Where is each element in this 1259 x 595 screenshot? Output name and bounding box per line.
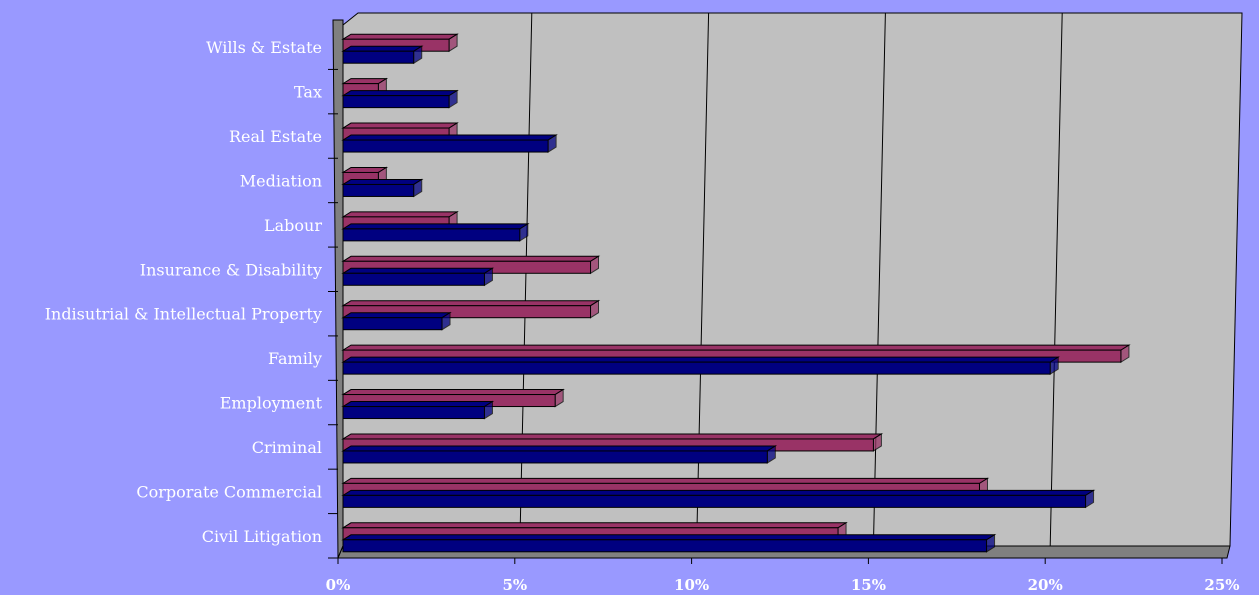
x-tick-label-5: 25% — [1204, 576, 1239, 594]
bars — [341, 33, 1131, 553]
category-label-tax: Tax — [294, 83, 322, 102]
plot-side-wall — [332, 19, 344, 559]
bar-wills-and-estate-series-2 — [341, 45, 424, 65]
bar-family-series-2 — [341, 356, 1060, 376]
bar-criminal-series-2 — [341, 445, 778, 464]
bar-mediation-series-2 — [341, 178, 424, 198]
bar-real-estate-series-2 — [341, 134, 558, 153]
category-label-civil-litigation: Civil Litigation — [202, 527, 322, 546]
gridline-3 — [872, 12, 886, 547]
category-label-family: Family — [268, 349, 322, 368]
category-label-wills-and-estate: Wills & Estate — [206, 38, 322, 57]
bar-employment-series-2 — [341, 400, 495, 420]
category-labels: Civil Litigation Corporate Commercial Crim… — [45, 38, 323, 546]
bar-corporate-commercial-series-2 — [341, 489, 1096, 509]
bar-tax-series-2 — [341, 89, 459, 109]
bar-labour-series-2 — [341, 222, 530, 242]
category-label-corporate-commercial: Corporate Commercial — [136, 482, 322, 501]
x-tick-labels: 0% 5% 10% 15% 20% 25% — [326, 576, 1240, 594]
x-tick-label-4: 20% — [1028, 576, 1063, 594]
category-label-employment: Employment — [220, 394, 323, 413]
bar-insurance-and-disability-series-2 — [341, 267, 495, 287]
x-tick-label-3: 15% — [851, 576, 886, 594]
bar-indisutrial-and-intellectual-property-series-2 — [341, 311, 452, 331]
category-label-real-estate: Real Estate — [229, 127, 322, 146]
category-label-labour: Labour — [264, 216, 322, 235]
bar-wills-and-estate-series-1 — [341, 33, 459, 53]
x-tick-label-1: 5% — [502, 576, 527, 594]
gridlines — [328, 12, 1223, 564]
category-label-mediation: Mediation — [240, 171, 322, 190]
gridline-4 — [1049, 12, 1063, 547]
category-label-criminal: Criminal — [252, 438, 322, 457]
category-label-indisutrial-and-intellectual-property: Indisutrial & Intellectual Property — [45, 305, 322, 324]
x-tick-label-2: 10% — [674, 576, 709, 594]
category-label-insurance-and-disability: Insurance & Disability — [140, 260, 322, 279]
bar-civil-litigation-series-2 — [341, 533, 997, 553]
x-tick-label-0: 0% — [326, 576, 351, 594]
